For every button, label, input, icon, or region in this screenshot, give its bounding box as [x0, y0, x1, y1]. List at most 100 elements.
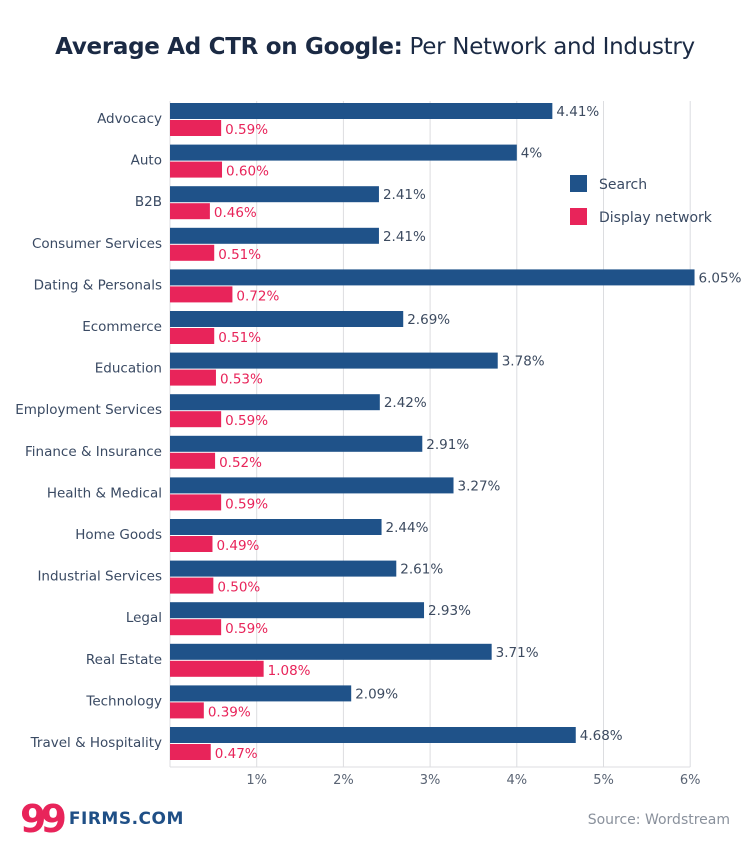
search-value-label: 2.93%	[428, 603, 471, 619]
category-label: Legal	[126, 610, 162, 626]
display-bar	[170, 203, 210, 220]
search-value-label: 3.71%	[496, 645, 539, 661]
display-bar	[170, 536, 213, 552]
legend-label: Search	[599, 177, 647, 193]
search-value-label: 4.68%	[580, 728, 623, 744]
search-value-label: 3.78%	[502, 354, 545, 370]
bar-chart: 1% 2% 3% 4% 5% 6% Advocacy 4.41% 0.59% Auto 4% 0.60…	[15, 101, 742, 788]
bars	[170, 103, 695, 760]
display-value-label: 0.46%	[214, 205, 257, 221]
category-label: Technology	[85, 693, 162, 709]
display-value-label: 0.59%	[225, 496, 268, 512]
search-value-label: 2.42%	[384, 395, 427, 411]
display-value-label: 0.50%	[217, 580, 260, 596]
display-bar	[170, 286, 233, 303]
display-bar	[170, 744, 211, 760]
search-value-label: 6.05%	[699, 270, 742, 286]
legend: Search Display network	[570, 175, 713, 226]
search-value-label: 4%	[521, 146, 543, 162]
display-bar	[170, 619, 222, 636]
category-label: Dating & Personals	[34, 277, 162, 293]
x-tick-label: 2%	[333, 773, 354, 788]
x-tick-label: 1%	[246, 773, 267, 788]
search-value-label: 2.41%	[383, 229, 426, 245]
display-value-label: 0.53%	[220, 372, 263, 388]
display-value-label: 0.51%	[218, 330, 261, 346]
display-bar	[170, 120, 222, 136]
search-value-label: 2.09%	[355, 686, 398, 702]
search-bar	[170, 144, 517, 161]
search-bar	[170, 477, 454, 494]
search-bar	[170, 227, 379, 244]
chart-title: Average Ad CTR on Google: Per Network an…	[0, 34, 750, 60]
search-value-label: 3.27%	[458, 478, 501, 494]
display-value-label: 0.60%	[226, 164, 269, 180]
category-label: Ecommerce	[82, 319, 162, 335]
category-label: Real Estate	[86, 652, 162, 668]
category-label: Consumer Services	[32, 236, 162, 252]
search-bar	[170, 352, 498, 369]
source-credit: Source: Wordstream	[587, 812, 730, 828]
search-value-label: 2.91%	[426, 437, 469, 453]
search-bar	[170, 519, 382, 535]
search-bar	[170, 602, 425, 619]
display-value-label: 0.49%	[216, 538, 259, 554]
chart-title-bold: Average Ad CTR on Google:	[55, 34, 403, 60]
search-bar	[170, 685, 352, 702]
display-bar	[170, 702, 204, 719]
labels: 1% 2% 3% 4% 5% 6% Advocacy 4.41% 0.59% Auto 4% 0.60…	[15, 104, 741, 788]
search-value-label: 2.41%	[383, 187, 426, 203]
display-bar	[170, 161, 223, 178]
legend-label: Display network	[599, 210, 713, 226]
search-bar	[170, 435, 423, 452]
display-value-label: 0.72%	[236, 288, 279, 304]
display-value-label: 0.59%	[225, 621, 268, 637]
category-label: Health & Medical	[47, 485, 162, 501]
search-bar	[170, 103, 553, 119]
display-value-label: 0.51%	[218, 247, 261, 263]
search-bar	[170, 269, 695, 286]
search-value-label: 2.44%	[386, 520, 429, 536]
display-value-label: 0.39%	[208, 704, 251, 720]
display-bar	[170, 660, 264, 677]
x-tick-label: 3%	[420, 773, 441, 788]
search-bar	[170, 311, 404, 327]
legend-swatch-search	[570, 175, 587, 192]
display-bar	[170, 244, 215, 261]
logo-text: FIRMS.COM	[68, 809, 184, 829]
display-bar	[170, 369, 216, 386]
category-label: Advocacy	[97, 111, 162, 127]
category-label: Education	[95, 361, 162, 377]
category-label: Industrial Services	[37, 569, 162, 585]
category-label: Travel & Hospitality	[30, 735, 162, 751]
search-bar	[170, 560, 397, 577]
logo-number: 99	[20, 797, 67, 841]
display-bar	[170, 452, 216, 469]
chart-title-regular: Per Network and Industry	[409, 34, 696, 60]
search-bar	[170, 394, 380, 411]
firms-logo: 99 FIRMS.COM	[20, 800, 184, 838]
category-label: B2B	[135, 194, 162, 210]
legend-swatch-display	[570, 208, 587, 225]
category-label: Finance & Insurance	[25, 444, 162, 460]
display-value-label: 0.59%	[225, 122, 268, 138]
display-bar	[170, 411, 222, 428]
search-bar	[170, 186, 379, 203]
category-label: Auto	[131, 153, 162, 169]
search-bar	[170, 643, 492, 660]
search-value-label: 2.69%	[407, 312, 450, 328]
display-bar	[170, 328, 215, 344]
x-tick-label: 6%	[680, 773, 701, 788]
search-value-label: 4.41%	[556, 104, 599, 120]
display-bar	[170, 577, 214, 594]
x-tick-label: 4%	[506, 773, 527, 788]
display-value-label: 0.47%	[215, 746, 258, 762]
display-bar	[170, 494, 222, 511]
display-value-label: 0.52%	[219, 455, 262, 471]
display-value-label: 1.08%	[268, 663, 311, 679]
x-tick-label: 5%	[593, 773, 614, 788]
category-label: Employment Services	[15, 402, 162, 418]
category-label: Home Goods	[75, 527, 162, 543]
search-bar	[170, 727, 576, 743]
display-value-label: 0.59%	[225, 413, 268, 429]
